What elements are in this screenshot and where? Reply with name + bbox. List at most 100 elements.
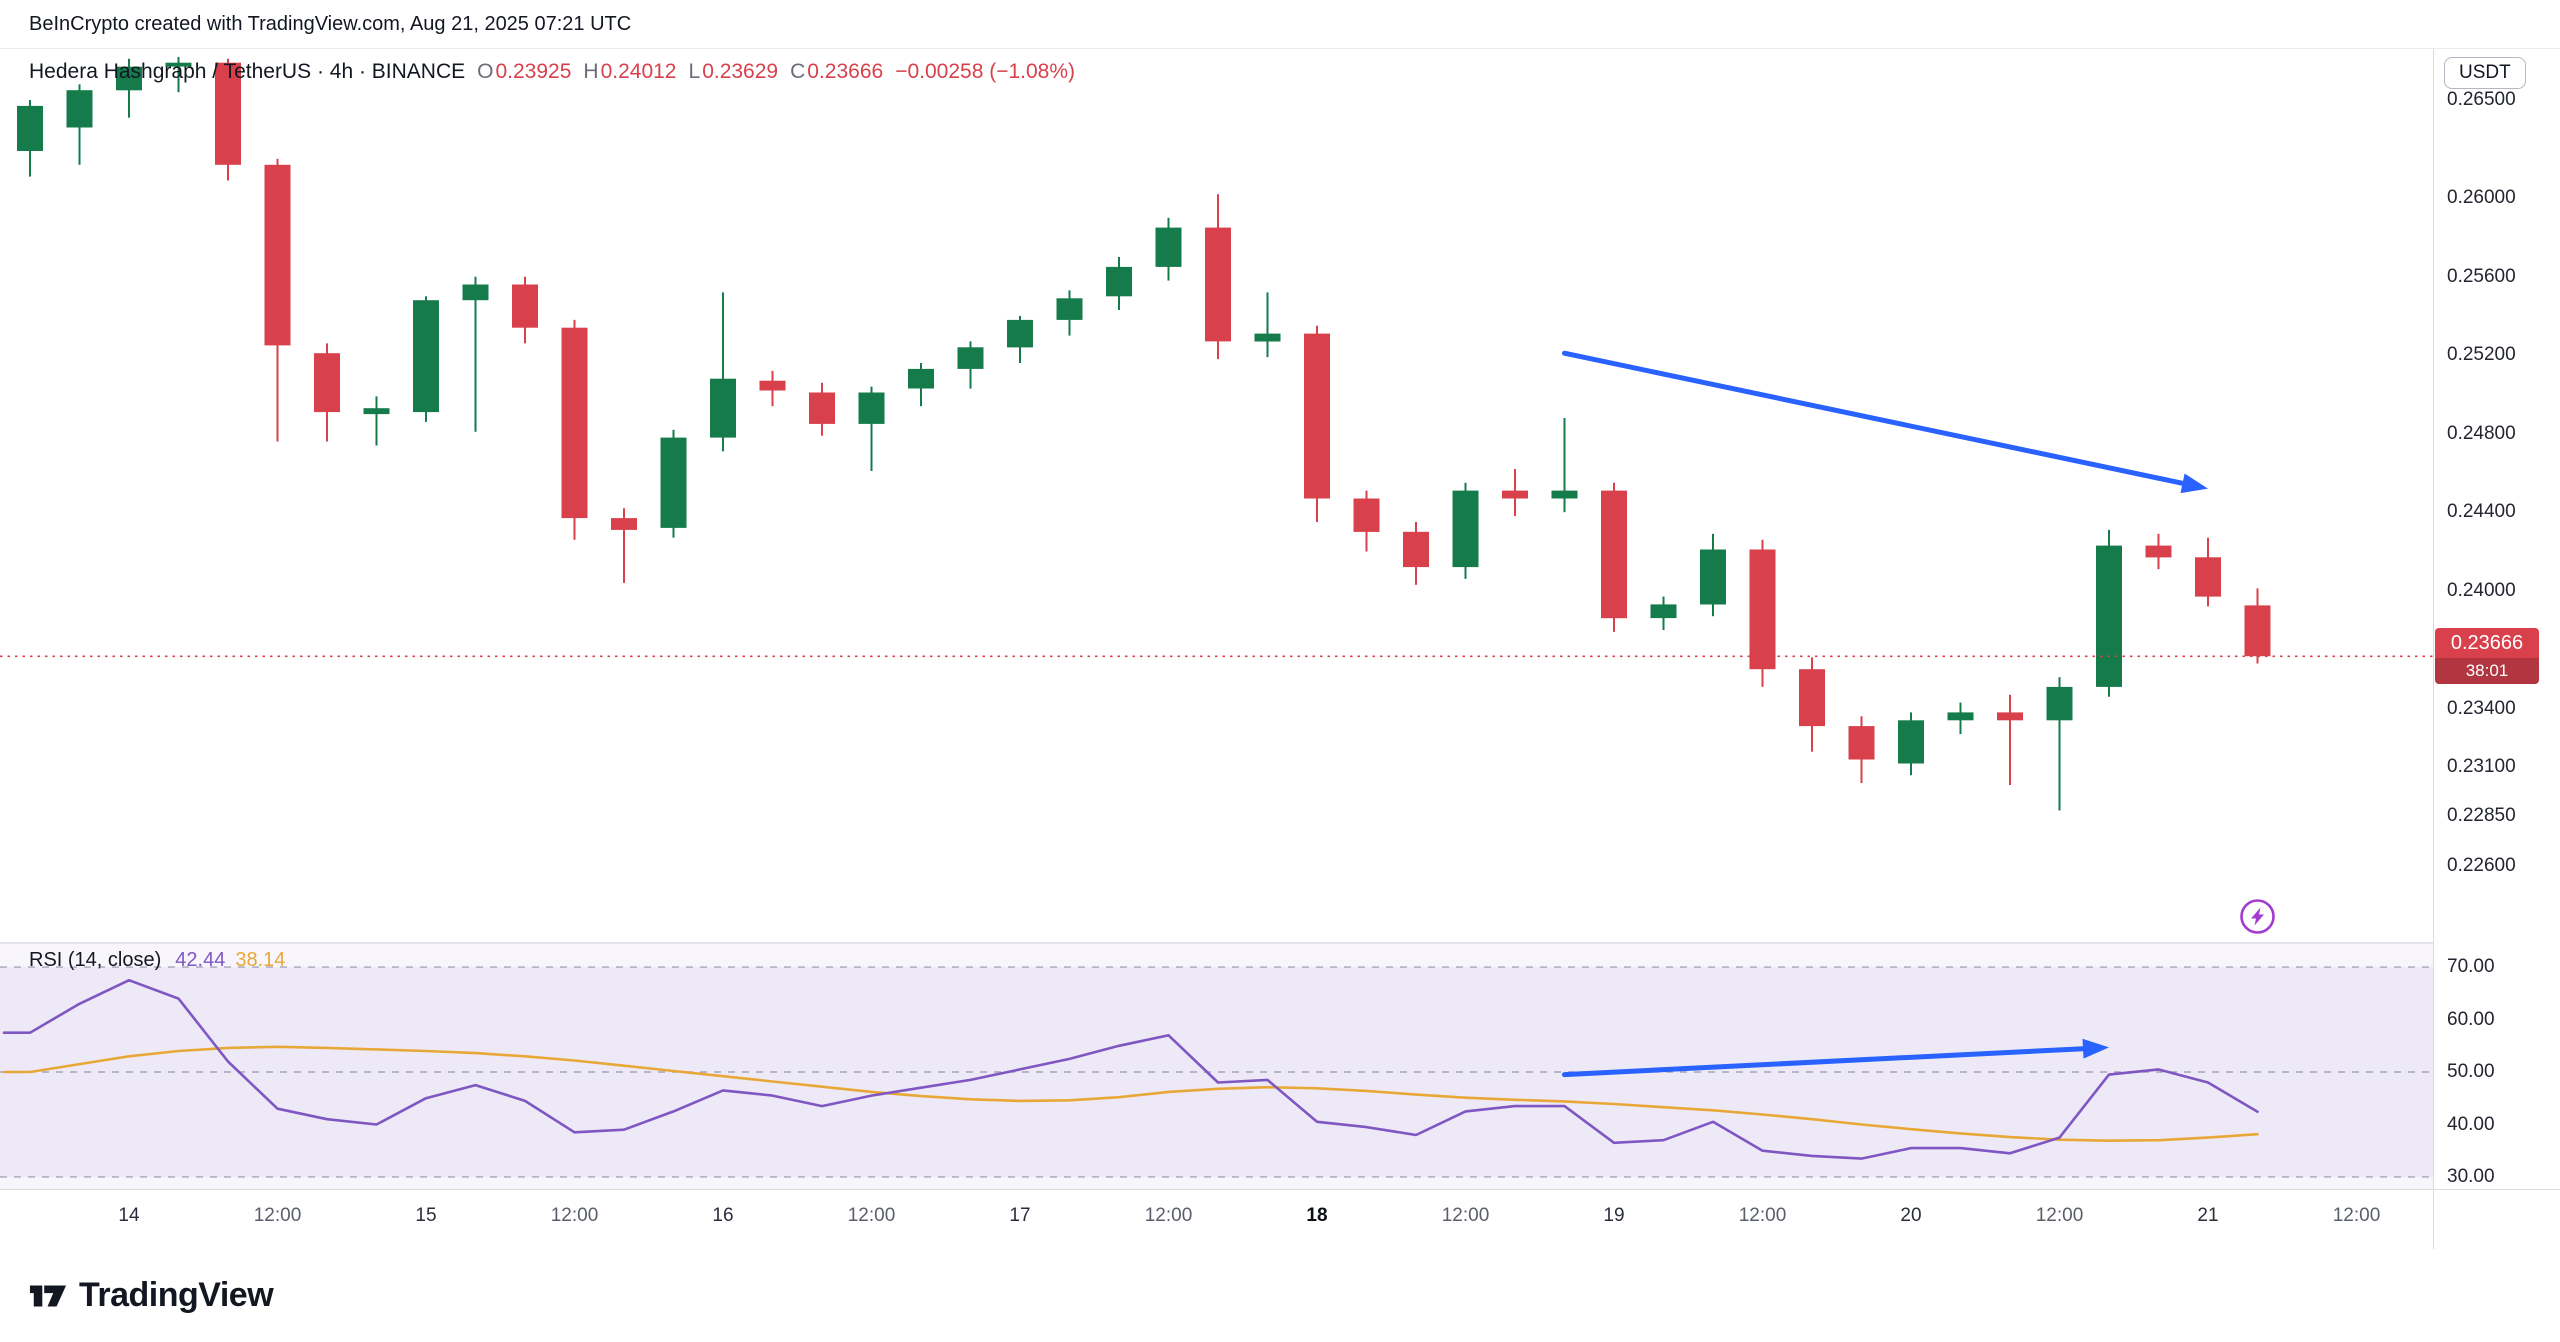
candle-body	[215, 62, 241, 165]
rsi-uptrend-arrow[interactable]	[1562, 1038, 2110, 1078]
candlestick-series[interactable]	[17, 56, 2271, 811]
candle-body	[165, 62, 192, 67]
pane-separator[interactable]	[0, 942, 2433, 944]
rsi-based-ma-line[interactable]	[2, 1045, 2259, 1142]
candle-body	[1551, 490, 1578, 499]
candle-body	[1353, 498, 1380, 532]
currency-toggle-button[interactable]: USDT	[2444, 57, 2526, 89]
time-axis-label: 16	[712, 1205, 734, 1226]
time-axis-label: 12:00	[2035, 1205, 2084, 1226]
price-axis-label: 0.24000	[2447, 579, 2516, 601]
tradingview-logo-icon	[29, 1285, 67, 1306]
last-price-value: 0.23666	[2435, 628, 2539, 659]
candle-body	[1106, 266, 1132, 297]
price-downtrend-arrow[interactable]	[1562, 350, 2209, 494]
price-axis-label: 0.25200	[2447, 344, 2516, 366]
candle-body	[1601, 490, 1627, 619]
candle-body	[2096, 545, 2122, 687]
attribution-text: BeInCrypto created with TradingView.com,…	[29, 12, 632, 35]
price-axis-label: 0.24800	[2447, 422, 2516, 444]
candle-body	[1502, 490, 1528, 499]
time-axis-label: 20	[1900, 1205, 1922, 1226]
price-axis-label: 0.25600	[2447, 265, 2516, 287]
time-axis-label: 14	[118, 1205, 140, 1226]
candle-body	[710, 378, 736, 438]
last-price-badge: 0.23666 38:01	[2435, 628, 2539, 685]
candle-body	[1997, 712, 2023, 721]
time-axis-label: 15	[415, 1205, 437, 1226]
time-axis[interactable]: 14 12:00 15 12:00 16 12:00 17 12:00 18 12:00 19 12:…	[0, 1189, 2560, 1249]
symbol-title[interactable]: Hedera Hashgraph / TetherUS · 4h · BINAN…	[29, 60, 466, 83]
candle-body	[2244, 605, 2271, 657]
time-axis-label: 17	[1009, 1205, 1031, 1226]
rsi-axis-label: 70.00	[2447, 956, 2495, 978]
price-axis[interactable]: USDT 0.23666 38:01 0.26500 0.26000 0.25600…	[2433, 0, 2560, 1249]
candle-body	[611, 518, 637, 530]
rsi-legend[interactable]: RSI (14, close) 42.44 38.14	[29, 949, 285, 972]
candle-body	[1205, 227, 1231, 342]
candle-body	[2195, 557, 2221, 597]
candle-body	[1056, 298, 1083, 320]
candle-body	[1155, 227, 1182, 267]
close-value: 0.23666	[807, 60, 884, 83]
bar-close-countdown: 38:01	[2435, 658, 2539, 685]
candle-body	[413, 300, 439, 413]
candle-body	[1452, 490, 1479, 568]
price-pane[interactable]	[0, 49, 2433, 944]
high-label: H	[583, 60, 599, 83]
time-axis-label: 12:00	[253, 1205, 302, 1226]
candle-body	[66, 90, 93, 128]
rsi-line[interactable]	[2, 978, 2259, 1160]
open-label: O	[477, 60, 494, 83]
candle-body	[809, 392, 835, 424]
price-axis-label: 0.22600	[2447, 854, 2516, 876]
candle-body	[561, 327, 588, 519]
time-axis-label: 18	[1306, 1205, 1328, 1226]
attribution-bar: BeInCrypto created with TradingView.com,…	[0, 0, 2560, 49]
open-value: 0.23925	[495, 60, 572, 83]
rsi-axis-label: 30.00	[2447, 1165, 2495, 1187]
candle-body	[1848, 726, 1875, 760]
time-axis-label: 12:00	[847, 1205, 896, 1226]
candle-body	[2145, 545, 2172, 558]
candle-body	[116, 66, 142, 91]
price-axis-label: 0.24400	[2447, 501, 2516, 523]
candle-body	[2046, 686, 2073, 721]
time-axis-label: 21	[2197, 1205, 2219, 1226]
candle-body	[1799, 669, 1825, 727]
rsi-ma-value: 38.14	[235, 949, 286, 971]
flash-icon[interactable]	[2240, 899, 2275, 934]
candle-body	[1650, 604, 1677, 619]
candle-body	[1403, 531, 1429, 568]
candle-body	[1947, 712, 1974, 721]
time-axis-label: 12:00	[1738, 1205, 1787, 1226]
candle-body	[660, 437, 687, 528]
tradingview-wordmark: TradingView	[79, 1276, 274, 1314]
chart-canvas[interactable]	[0, 0, 2433, 1249]
time-axis-label: 12:00	[2332, 1205, 2381, 1226]
candle-body	[1254, 333, 1281, 342]
high-value: 0.24012	[600, 60, 677, 83]
candle-body	[314, 353, 340, 413]
price-axis-label: 0.23400	[2447, 697, 2516, 719]
candle-body	[17, 105, 43, 151]
candle-body	[363, 408, 390, 415]
rsi-value: 42.44	[175, 949, 226, 971]
rsi-axis-label: 50.00	[2447, 1061, 2495, 1082]
candle-body	[759, 380, 786, 391]
price-axis-label: 0.26500	[2447, 89, 2516, 110]
candle-body	[1700, 549, 1726, 605]
symbol-legend[interactable]: Hedera Hashgraph / TetherUS · 4h · BINAN…	[29, 60, 1075, 84]
rsi-indicator-title[interactable]: RSI (14, close)	[29, 949, 162, 971]
tradingview-logo[interactable]: TradingView	[29, 1276, 274, 1315]
time-axis-label: 12:00	[1441, 1205, 1490, 1226]
candle-body	[512, 284, 538, 328]
candle-body	[462, 284, 489, 301]
time-axis-label: 12:00	[1144, 1205, 1193, 1226]
candle-body	[1304, 333, 1330, 499]
close-label: C	[790, 60, 806, 83]
price-axis-border	[2433, 49, 2434, 1249]
time-axis-label: 12:00	[550, 1205, 599, 1226]
time-axis-label: 19	[1603, 1205, 1625, 1226]
